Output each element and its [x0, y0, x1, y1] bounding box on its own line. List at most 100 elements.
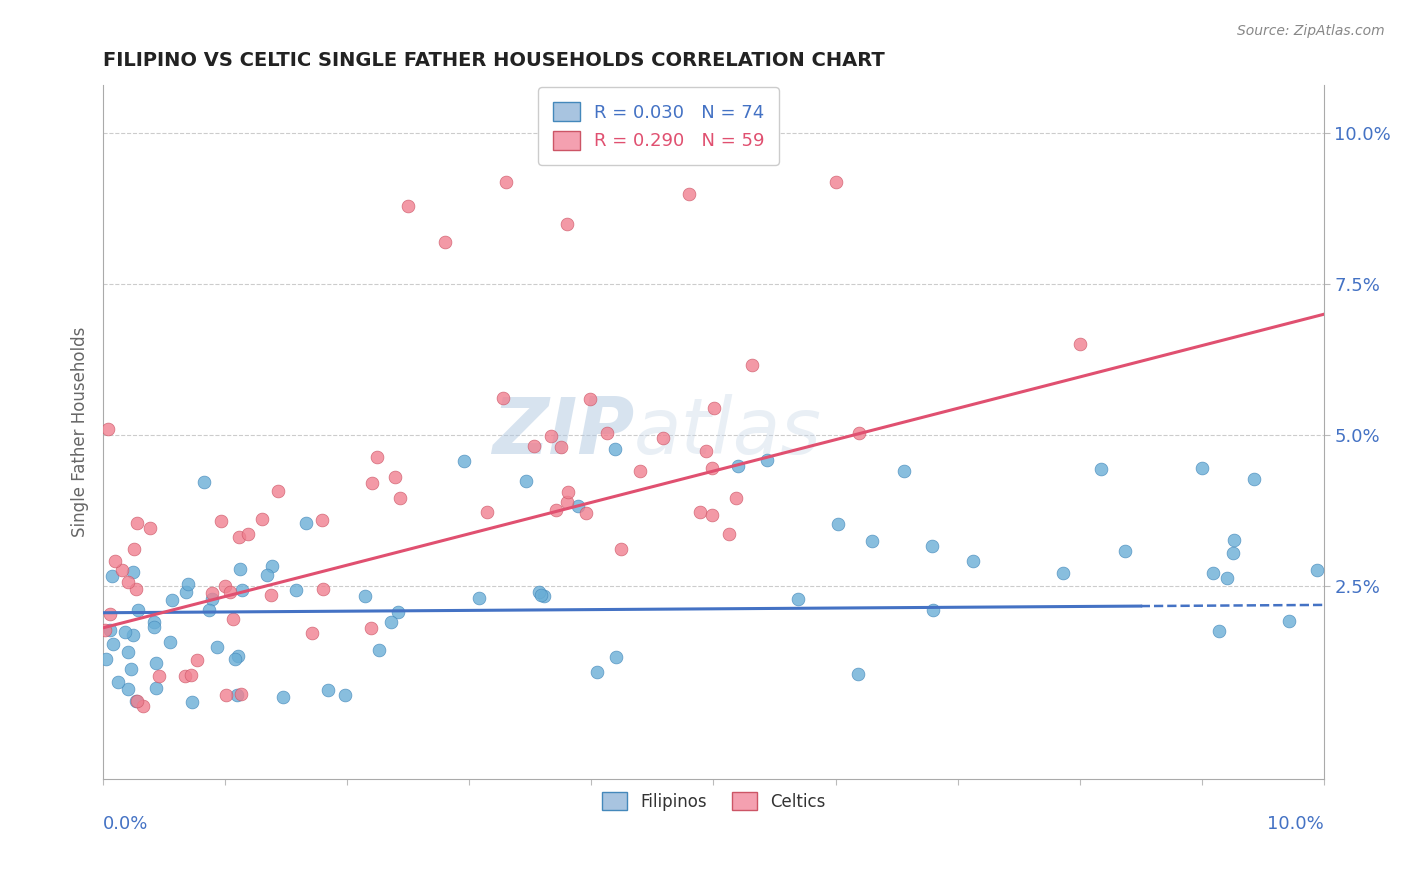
Point — [301, 625, 323, 640]
Point — [125, 516, 148, 531]
Point — [125, 582, 148, 596]
Point — [550, 440, 572, 454]
Point — [214, 579, 236, 593]
Point — [523, 439, 546, 453]
Point — [628, 464, 651, 478]
Y-axis label: Single Father Households: Single Father Households — [72, 326, 89, 537]
Point — [366, 450, 388, 465]
Point — [703, 401, 725, 415]
Point — [311, 513, 333, 527]
Point — [125, 694, 148, 708]
Point — [605, 650, 627, 665]
Point — [387, 605, 409, 619]
Point — [515, 475, 537, 489]
Text: 0.0%: 0.0% — [103, 814, 149, 833]
Point — [468, 591, 491, 606]
Point — [117, 681, 139, 696]
Point — [285, 582, 308, 597]
Point — [174, 584, 197, 599]
Point — [596, 425, 619, 440]
Point — [229, 562, 252, 576]
Point — [787, 592, 810, 607]
Text: atlas: atlas — [634, 394, 823, 470]
Point — [159, 634, 181, 648]
Point — [1222, 546, 1244, 560]
Point — [132, 698, 155, 713]
Point — [125, 694, 148, 708]
Point — [893, 464, 915, 478]
Point — [312, 582, 335, 596]
Legend: Filipinos, Celtics: Filipinos, Celtics — [591, 780, 837, 822]
Point — [256, 568, 278, 582]
Point — [848, 425, 870, 440]
Point — [1216, 571, 1239, 585]
Point — [652, 432, 675, 446]
Point — [846, 667, 869, 681]
Point — [98, 607, 121, 621]
Point — [389, 491, 412, 505]
Point — [527, 585, 550, 599]
Point — [860, 533, 883, 548]
Point — [273, 690, 295, 704]
Point — [96, 652, 118, 666]
Point — [555, 495, 578, 509]
Point — [114, 624, 136, 639]
Point — [117, 645, 139, 659]
Point — [921, 539, 943, 553]
Point — [1277, 614, 1299, 628]
Point — [145, 681, 167, 695]
Point — [453, 454, 475, 468]
Point — [215, 689, 238, 703]
Point — [396, 199, 419, 213]
Point — [222, 612, 245, 626]
Point — [250, 512, 273, 526]
Point — [578, 392, 600, 406]
Point — [127, 603, 149, 617]
Point — [380, 615, 402, 630]
Point — [586, 665, 609, 679]
Point — [225, 688, 247, 702]
Point — [575, 506, 598, 520]
Point — [218, 585, 240, 599]
Point — [180, 668, 202, 682]
Point — [201, 591, 224, 606]
Point — [360, 621, 382, 635]
Point — [557, 484, 579, 499]
Point — [727, 458, 749, 473]
Point — [181, 695, 204, 709]
Point — [610, 542, 633, 557]
Point — [1243, 472, 1265, 486]
Point — [1222, 533, 1244, 547]
Point — [1306, 563, 1329, 577]
Point — [567, 500, 589, 514]
Point — [1090, 462, 1112, 476]
Point — [962, 554, 984, 568]
Point — [145, 656, 167, 670]
Point — [318, 682, 340, 697]
Point — [104, 554, 127, 568]
Text: ZIP: ZIP — [492, 394, 634, 470]
Point — [1114, 544, 1136, 558]
Point — [148, 669, 170, 683]
Point — [367, 642, 389, 657]
Point — [107, 674, 129, 689]
Point — [433, 235, 456, 249]
Point — [1052, 566, 1074, 580]
Point — [94, 623, 117, 637]
Point — [111, 563, 134, 577]
Point — [193, 475, 215, 490]
Point — [160, 592, 183, 607]
Point — [756, 453, 779, 467]
Point — [533, 590, 555, 604]
Point — [121, 628, 143, 642]
Point — [741, 358, 763, 372]
Point — [142, 615, 165, 629]
Point — [1191, 461, 1213, 475]
Point — [477, 505, 499, 519]
Point — [384, 470, 406, 484]
Point — [495, 175, 517, 189]
Point — [724, 491, 747, 505]
Point — [717, 527, 740, 541]
Point — [603, 442, 626, 456]
Point — [198, 603, 221, 617]
